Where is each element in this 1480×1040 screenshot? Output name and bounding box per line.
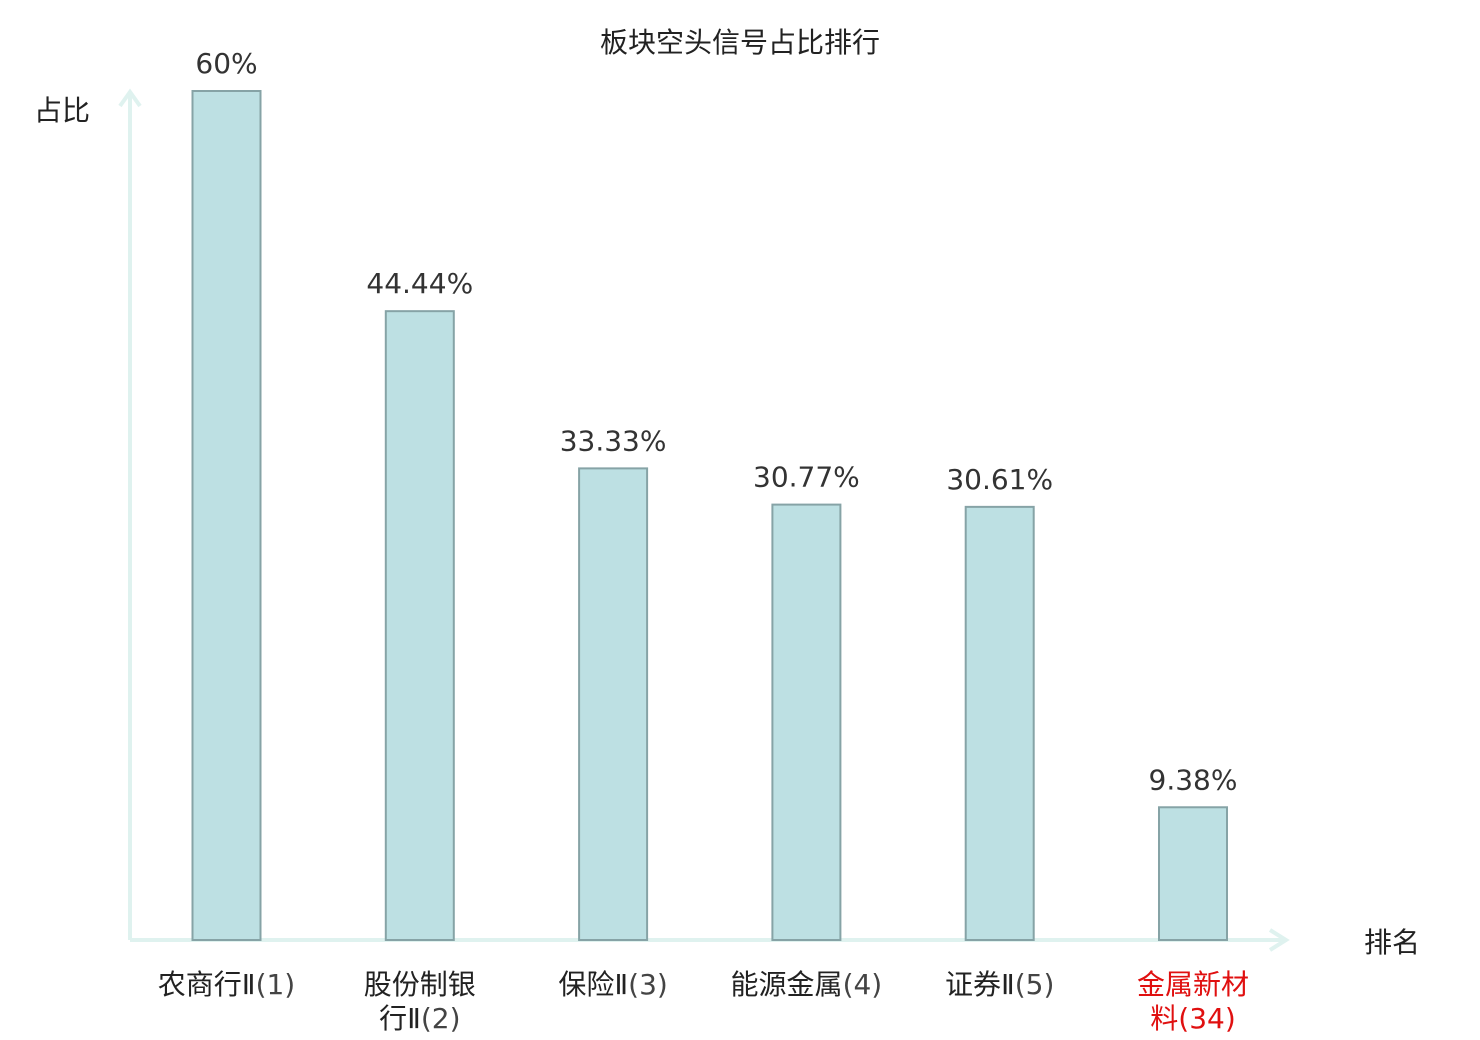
category-label-6: 金属新材料(34): [1137, 968, 1249, 1035]
category-rank: (34): [1178, 1002, 1235, 1035]
y-axis: [118, 88, 142, 940]
bar-2: [384, 310, 455, 941]
x-axis-label: 排名: [1364, 926, 1420, 959]
bar-1: [191, 90, 262, 941]
value-label-5: 30.61%: [946, 463, 1053, 496]
y-axis-label: 占比: [34, 94, 90, 127]
value-label-1: 60%: [195, 47, 257, 80]
category-rank: (3): [628, 968, 668, 1001]
value-label-6: 9.38%: [1149, 763, 1238, 796]
bars-group: [191, 90, 1228, 942]
category-name-line: 证券Ⅱ: [945, 968, 1015, 1001]
category-name-line: 料: [1150, 1002, 1178, 1035]
x-axis: [130, 928, 1290, 952]
category-name-line: 保险Ⅱ: [558, 968, 628, 1001]
category-label-5: 证券Ⅱ(5): [945, 968, 1054, 1001]
category-rank: (4): [843, 968, 883, 1001]
value-labels-group: 60% 44.44% 33.33% 30.77% 30.61% 9.38%: [195, 47, 1237, 796]
category-label-4: 能源金属(4): [731, 968, 883, 1001]
bar-5: [964, 505, 1035, 941]
value-label-3: 33.33%: [560, 424, 667, 457]
category-rank: (5): [1015, 968, 1055, 1001]
category-label-3: 保险Ⅱ(3): [558, 968, 667, 1001]
category-labels-group: 农商行Ⅱ(1) 股份制银行Ⅱ(2) 保险Ⅱ(3) 能源金属(4) 证券Ⅱ(5) 金属新材料…: [158, 968, 1249, 1035]
bar-4: [771, 503, 842, 941]
category-label-2: 股份制银行Ⅱ(2): [364, 968, 476, 1035]
category-rank: (2): [421, 1002, 461, 1035]
category-name-line: 能源金属: [731, 968, 843, 1001]
chart-title: 板块空头信号占比排行: [600, 26, 880, 59]
bar-6: [1158, 806, 1228, 942]
category-name-line: 农商行Ⅱ: [158, 968, 256, 1001]
category-name-line: 金属新材: [1137, 968, 1249, 1001]
value-label-2: 44.44%: [366, 267, 473, 300]
category-rank: (1): [256, 968, 296, 1001]
category-label-1: 农商行Ⅱ(1): [158, 968, 295, 1001]
category-name-line: 行Ⅱ: [379, 1002, 421, 1035]
value-label-4: 30.77%: [753, 461, 860, 494]
category-name-line: 股份制银: [364, 968, 476, 1001]
bar-3: [578, 467, 649, 941]
